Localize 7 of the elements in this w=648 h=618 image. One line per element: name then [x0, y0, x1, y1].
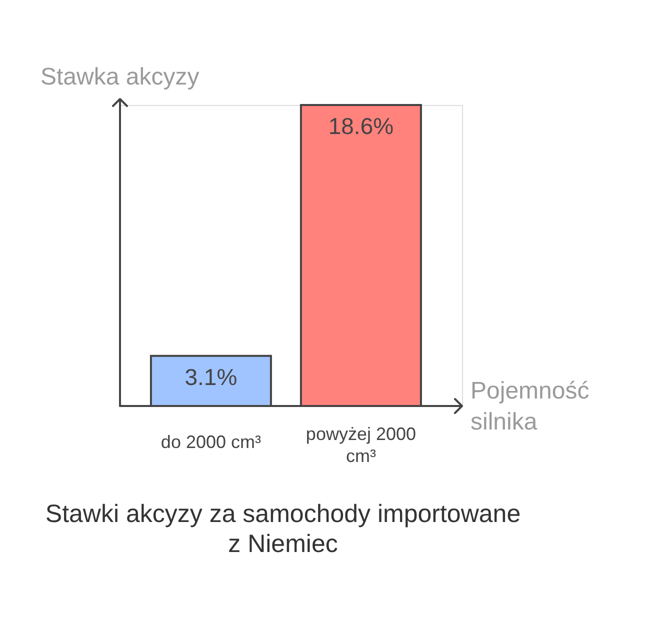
- data-label: 18.6%: [328, 113, 394, 139]
- x-axis-title: Pojemność silnika: [470, 378, 590, 436]
- x-tick-label: powyżej 2000 cm³: [306, 424, 416, 466]
- data-label: 3.1%: [184, 364, 238, 390]
- y-axis-title: Stawka akcyzy: [40, 64, 200, 90]
- text: Stawki akcyzy za samochody importowane z Niemiec: [45, 500, 521, 558]
- x-tick-label: do 2000 cm³: [160, 432, 261, 452]
